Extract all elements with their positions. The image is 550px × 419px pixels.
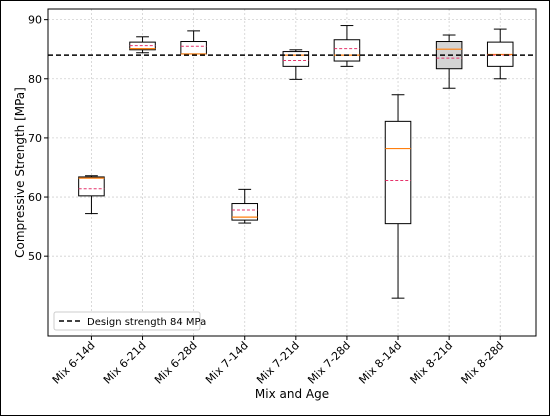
box-mix-6-14d — [78, 175, 105, 215]
box-mix-8-21d — [435, 34, 463, 89]
legend-label-design-strength: Design strength 84 MPa — [87, 317, 206, 328]
box-body-mix-6-14d — [78, 176, 105, 197]
box-mix-6-21d — [129, 36, 156, 54]
box-body-mix-7-21d — [282, 51, 310, 67]
box-body-mix-8-14d — [384, 120, 412, 225]
x-axis-label: Mix and Age — [255, 387, 329, 401]
box-mix-7-28d — [333, 25, 361, 67]
plot-area-border — [47, 8, 537, 337]
x-tick-label-mix-8-28d: Mix 8-28d — [459, 339, 507, 387]
y-tick-label-70: 70 — [28, 132, 42, 145]
y-axis-label: Compressive Strength [MPa] — [13, 87, 27, 258]
x-tick-label-mix-6-21d: Mix 6-21d — [101, 339, 149, 387]
box-body-mix-6-28d — [180, 41, 207, 55]
x-tick-label-mix-7-14d: Mix 7-14d — [203, 339, 251, 387]
y-tick-label-50: 50 — [28, 250, 42, 263]
x-tick-label-mix-6-14d: Mix 6-14d — [50, 339, 98, 387]
box-mix-8-28d — [486, 28, 514, 80]
box-body-mix-7-28d — [333, 39, 361, 62]
x-axis: Mix 6-14d Mix 6-21d Mix 6-28d Mix 7-14d Mix … — [50, 336, 507, 387]
x-tick-label-mix-8-21d: Mix 8-21d — [408, 339, 456, 387]
y-tick-label-80: 80 — [28, 73, 42, 86]
box-mix-8-14d — [384, 94, 412, 299]
y-axis: 50 60 70 80 90 — [28, 14, 48, 263]
legend: Design strength 84 MPa — [53, 311, 206, 331]
box-body-mix-7-14d — [231, 203, 259, 221]
box-mix-7-14d — [231, 188, 259, 224]
x-tick-label-mix-7-28d: Mix 7-28d — [305, 339, 353, 387]
box-mix-6-28d — [180, 30, 207, 55]
x-tick-label-mix-8-14d: Mix 8-14d — [356, 339, 404, 387]
x-tick-label-mix-6-28d: Mix 6-28d — [152, 339, 200, 387]
y-tick-label-90: 90 — [28, 14, 42, 27]
boxes-layer — [78, 25, 514, 299]
x-tick-label-mix-7-21d: Mix 7-21d — [254, 339, 302, 387]
box-mix-7-21d — [282, 49, 310, 80]
legend-box — [53, 311, 201, 331]
y-tick-label-60: 60 — [28, 191, 42, 204]
